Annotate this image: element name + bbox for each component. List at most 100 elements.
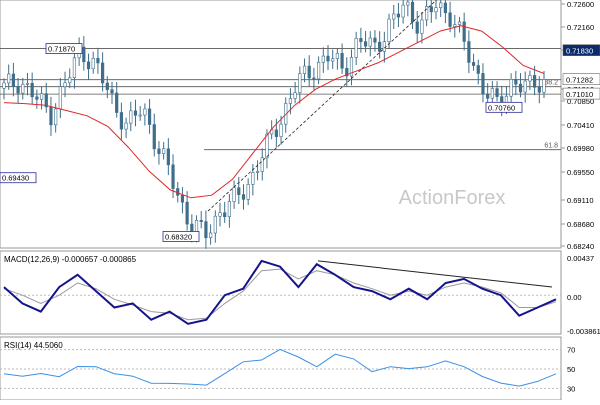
candle-body	[58, 86, 62, 110]
candle-body	[434, 7, 438, 13]
candle-body	[54, 108, 58, 126]
candle-body	[288, 98, 293, 104]
candle-body	[209, 232, 213, 239]
watermark: ActionForex	[399, 187, 506, 209]
candle-body	[425, 6, 429, 21]
candle-body	[162, 148, 166, 154]
candle-body	[533, 75, 537, 88]
candle-body	[349, 57, 354, 77]
candle-body	[462, 21, 466, 42]
macd-axis: 0.00437 0.00 -0.003861	[567, 254, 600, 336]
candle-body	[101, 62, 105, 84]
moving-average-line	[3, 25, 545, 199]
candle-body	[119, 112, 123, 130]
annotation-label: 0.70760	[488, 103, 515, 112]
annotation-box	[45, 43, 83, 54]
candle-body	[16, 86, 20, 94]
candle-body	[246, 184, 250, 200]
macd-panel-frame	[0, 250, 562, 335]
macd-tick-label: 0.00	[567, 293, 582, 302]
candle-body	[537, 87, 541, 93]
annotation-label: 0.68320	[165, 232, 192, 241]
candle-body	[406, 1, 410, 6]
candle-body	[30, 82, 34, 98]
rsi-tick-label: 50	[567, 365, 575, 374]
candle-body	[387, 18, 391, 42]
annotations: 0.71870 0.69430 0.68320 0.70760	[0, 43, 523, 242]
candle-body	[194, 220, 199, 233]
candle-body	[298, 73, 302, 93]
annotation-box	[162, 231, 200, 242]
trend-line-group	[207, 0, 438, 212]
candle-body	[354, 38, 358, 58]
price-tag-box	[562, 87, 600, 100]
candle-body	[528, 75, 532, 82]
macd-signal-line	[3, 268, 557, 321]
price-tag-box	[562, 73, 600, 85]
price-tick-label: 0.68680	[567, 220, 594, 229]
candle-body	[481, 73, 485, 95]
candle-body	[420, 19, 424, 34]
candle-body	[251, 172, 255, 185]
candle-body	[279, 123, 283, 137]
candle-body	[331, 58, 335, 62]
price-tick-label: 0.69110	[567, 196, 594, 205]
candle-body	[39, 93, 44, 100]
candle-body	[143, 108, 147, 116]
macd-trendline	[317, 260, 553, 288]
candle-body	[401, 4, 405, 18]
candle-body	[11, 73, 15, 87]
rsi-axis: 70 50 30	[567, 346, 575, 394]
candle-body	[317, 61, 321, 80]
candle-body	[514, 79, 518, 85]
candle-body	[307, 65, 311, 79]
candle-body	[82, 46, 86, 63]
candle-body	[335, 52, 339, 60]
macd-tick-label: -0.003861	[567, 327, 600, 336]
rsi-tick-label: 70	[567, 346, 575, 355]
rsi-label: RSI(14) 44.5060	[4, 341, 63, 350]
candle-body	[63, 82, 67, 88]
candle-body	[185, 201, 189, 225]
candle-body	[486, 93, 490, 99]
candle-body	[518, 83, 523, 93]
price-tag-label: 0.71282	[566, 76, 593, 85]
price-tick-label: 0.72160	[567, 23, 594, 32]
candle-body	[96, 57, 100, 64]
candle-body	[25, 82, 30, 85]
candle-body	[138, 114, 142, 117]
candle-body	[44, 93, 48, 108]
candle-body	[157, 148, 161, 154]
candle-body	[382, 41, 386, 52]
macd-label: MACD(12,26,9) -0.000657 -0.000865	[4, 255, 137, 264]
fib-level-label: 61.8	[544, 143, 558, 150]
candle-body	[396, 13, 401, 18]
candle-body	[490, 88, 494, 99]
candle-body	[415, 21, 419, 34]
annotation-box	[485, 101, 523, 113]
candle-body	[133, 110, 138, 116]
candle-body	[260, 157, 264, 172]
candle-body	[476, 65, 480, 74]
annotation-box	[0, 172, 37, 184]
macd-tick-label: 0.00437	[567, 254, 594, 263]
candle-body	[373, 37, 377, 43]
candle-body	[232, 187, 236, 202]
rsi-line	[3, 348, 557, 387]
candle-body	[147, 108, 152, 125]
candle-body	[68, 77, 72, 84]
candle-body	[2, 82, 6, 89]
candle-body	[115, 92, 119, 113]
price-tag-label: 0.71830	[566, 47, 593, 56]
price-tick-label: 0.68240	[567, 242, 594, 251]
candle-body	[237, 187, 241, 195]
candle-body	[345, 67, 349, 77]
candle-body	[326, 55, 330, 62]
annotation-label: 0.71870	[48, 45, 75, 54]
candle-body	[124, 122, 128, 130]
price-tick-label: 0.70410	[567, 121, 594, 130]
candle-body	[152, 124, 156, 150]
candle-body	[378, 41, 382, 52]
candle-body	[392, 13, 396, 20]
